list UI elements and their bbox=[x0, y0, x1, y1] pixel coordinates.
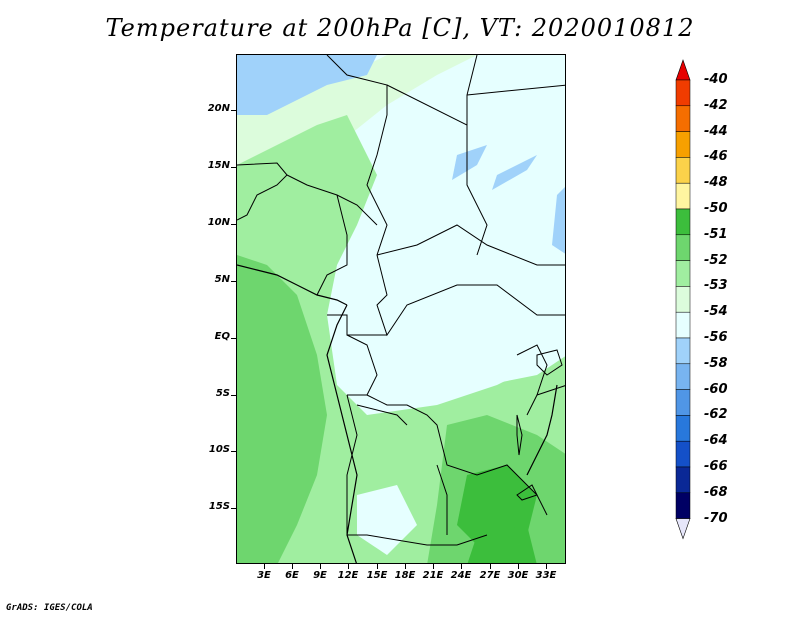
tick-lon bbox=[292, 564, 293, 569]
field-cold-east bbox=[552, 187, 565, 254]
tick-lat bbox=[231, 338, 236, 339]
coastline bbox=[237, 264, 558, 563]
lat-label-5n: 5N bbox=[214, 274, 230, 285]
field-cold-streak-1 bbox=[452, 145, 487, 180]
lat-label-10n: 10N bbox=[207, 217, 230, 228]
tick-lon bbox=[433, 564, 434, 569]
field-cold-streak-2 bbox=[492, 155, 537, 190]
lon-label-33e: 33E bbox=[535, 570, 557, 581]
tick-lat bbox=[231, 224, 236, 225]
tick-lon bbox=[461, 564, 462, 569]
lon-label-15e: 15E bbox=[366, 570, 388, 581]
field-band-north bbox=[237, 55, 565, 255]
colorbar-segment bbox=[675, 363, 691, 390]
colorbar-segment bbox=[675, 260, 691, 287]
map-panel bbox=[236, 54, 566, 564]
lat-label-15n: 15N bbox=[207, 160, 230, 171]
colorbar-label: -50 bbox=[704, 201, 728, 216]
colorbar-segment bbox=[675, 337, 691, 365]
tick-lon bbox=[348, 564, 349, 569]
colorbar-label: -68 bbox=[704, 484, 728, 500]
lon-label-12e: 12E bbox=[337, 570, 359, 581]
tick-lon bbox=[320, 564, 321, 569]
colorbar-label: -42 bbox=[704, 97, 728, 113]
colorbar-label: -48 bbox=[704, 175, 728, 191]
colorbar-label: -70 bbox=[704, 510, 728, 526]
colorbar-label: -53 bbox=[704, 278, 728, 294]
colorbar-segment bbox=[675, 79, 691, 107]
tick-lon bbox=[518, 564, 519, 569]
lat-label-5s: 5S bbox=[215, 388, 230, 399]
lat-label-15s: 15S bbox=[208, 501, 230, 512]
colorbar-label: -62 bbox=[704, 407, 728, 423]
field-south-patch bbox=[357, 485, 417, 555]
colorbar-segment bbox=[675, 131, 691, 158]
lat-label-eq: EQ bbox=[214, 331, 230, 342]
tick-lat bbox=[231, 110, 236, 111]
colorbar-label: -58 bbox=[704, 355, 728, 371]
colorbar-arrow-top bbox=[675, 59, 691, 81]
colorbar-segment bbox=[675, 157, 691, 184]
colorbar-segment bbox=[675, 389, 691, 416]
map-title: Temperature at 200hPa [C], VT: 202001081… bbox=[105, 14, 695, 42]
colorbar-label: -64 bbox=[704, 433, 728, 449]
lat-label-10s: 10S bbox=[208, 444, 230, 455]
colorbar-label: -46 bbox=[704, 149, 728, 165]
colorbar-segment bbox=[675, 234, 691, 261]
grads-credit: GrADS: IGES/COLA bbox=[6, 603, 93, 613]
field-central bbox=[367, 235, 565, 395]
lon-label-6e: 6E bbox=[285, 570, 299, 581]
colorbar-label: -44 bbox=[704, 123, 728, 139]
tick-lat bbox=[231, 395, 236, 396]
field-darkgreen-2 bbox=[467, 525, 537, 563]
lon-label-24e: 24E bbox=[450, 570, 472, 581]
tick-lat bbox=[231, 167, 236, 168]
lon-label-18e: 18E bbox=[394, 570, 416, 581]
colorbar-segment bbox=[675, 208, 691, 236]
tick-lat bbox=[231, 281, 236, 282]
colorbar-label: -52 bbox=[704, 252, 728, 268]
tick-lat bbox=[231, 508, 236, 509]
temperature-map bbox=[237, 55, 565, 563]
tick-lon bbox=[377, 564, 378, 569]
political-borders bbox=[237, 55, 565, 546]
lat-label-20n: 20N bbox=[207, 103, 230, 114]
lon-label-27e: 27E bbox=[479, 570, 501, 581]
colorbar-segment bbox=[675, 466, 691, 494]
tick-lat bbox=[231, 451, 236, 452]
lakes bbox=[516, 349, 563, 501]
colorbar-segment bbox=[675, 286, 691, 313]
lon-label-30e: 30E bbox=[507, 570, 529, 581]
colorbar-label: -54 bbox=[704, 304, 728, 320]
colorbar-segment bbox=[675, 311, 691, 339]
colorbar-segment bbox=[675, 440, 691, 468]
colorbar-segment bbox=[675, 492, 691, 519]
field-atlantic bbox=[237, 255, 327, 563]
lon-label-3e: 3E bbox=[257, 570, 271, 581]
colorbar-segment bbox=[675, 105, 691, 132]
tick-lon bbox=[546, 564, 547, 569]
colorbar-label: -66 bbox=[704, 459, 728, 474]
tick-lon bbox=[490, 564, 491, 569]
tick-lon bbox=[405, 564, 406, 569]
colorbar-label: -56 bbox=[704, 330, 728, 345]
colorbar-label: -51 bbox=[704, 226, 728, 242]
colorbar-arrow-bottom bbox=[675, 518, 691, 540]
colorbar-segment bbox=[675, 415, 691, 442]
colorbar-label: -40 bbox=[704, 72, 728, 87]
lon-label-21e: 21E bbox=[422, 570, 444, 581]
tick-lon bbox=[264, 564, 265, 569]
colorbar bbox=[675, 59, 691, 540]
colorbar-label: -60 bbox=[704, 381, 728, 397]
colorbar-segment bbox=[675, 182, 691, 210]
lon-label-9e: 9E bbox=[313, 570, 327, 581]
